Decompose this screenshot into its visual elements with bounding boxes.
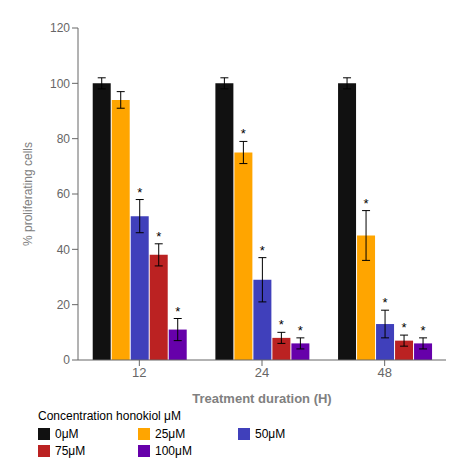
svg-text:% proliferating cells: % proliferating cells (21, 142, 35, 246)
html-text:0μM: 0μM (55, 427, 79, 441)
svg-text:80: 80 (57, 132, 71, 146)
svg-text:24: 24 (255, 365, 269, 380)
svg-text:*: * (298, 323, 303, 338)
html-text:50μM: 50μM (255, 427, 286, 441)
svg-text:12: 12 (132, 365, 146, 380)
svg-text:0: 0 (63, 353, 70, 367)
svg-text:*: * (241, 126, 246, 141)
html-text:25μM: 25μM (155, 427, 186, 441)
svg-text:*: * (137, 185, 142, 200)
svg-text:*: * (279, 317, 284, 332)
svg-text:*: * (156, 229, 161, 244)
svg-text:*: * (402, 320, 407, 335)
svg-text:Treatment duration (H): Treatment duration (H) (192, 391, 331, 406)
html-text:75μM: 75μM (55, 444, 86, 458)
svg-text:40: 40 (57, 243, 71, 257)
svg-text:*: * (364, 196, 369, 211)
html-text:Concentration honokiol μM: Concentration honokiol μM (38, 409, 181, 423)
svg-text:*: * (175, 304, 180, 319)
svg-text:*: * (421, 323, 426, 338)
svg-text:60: 60 (57, 187, 71, 201)
svg-text:*: * (383, 295, 388, 310)
svg-text:120: 120 (50, 21, 70, 35)
svg-text:100: 100 (50, 77, 70, 91)
svg-text:*: * (260, 243, 265, 258)
svg-text:20: 20 (57, 298, 71, 312)
html-text:100μM: 100μM (155, 444, 192, 458)
svg-text:48: 48 (377, 365, 391, 380)
